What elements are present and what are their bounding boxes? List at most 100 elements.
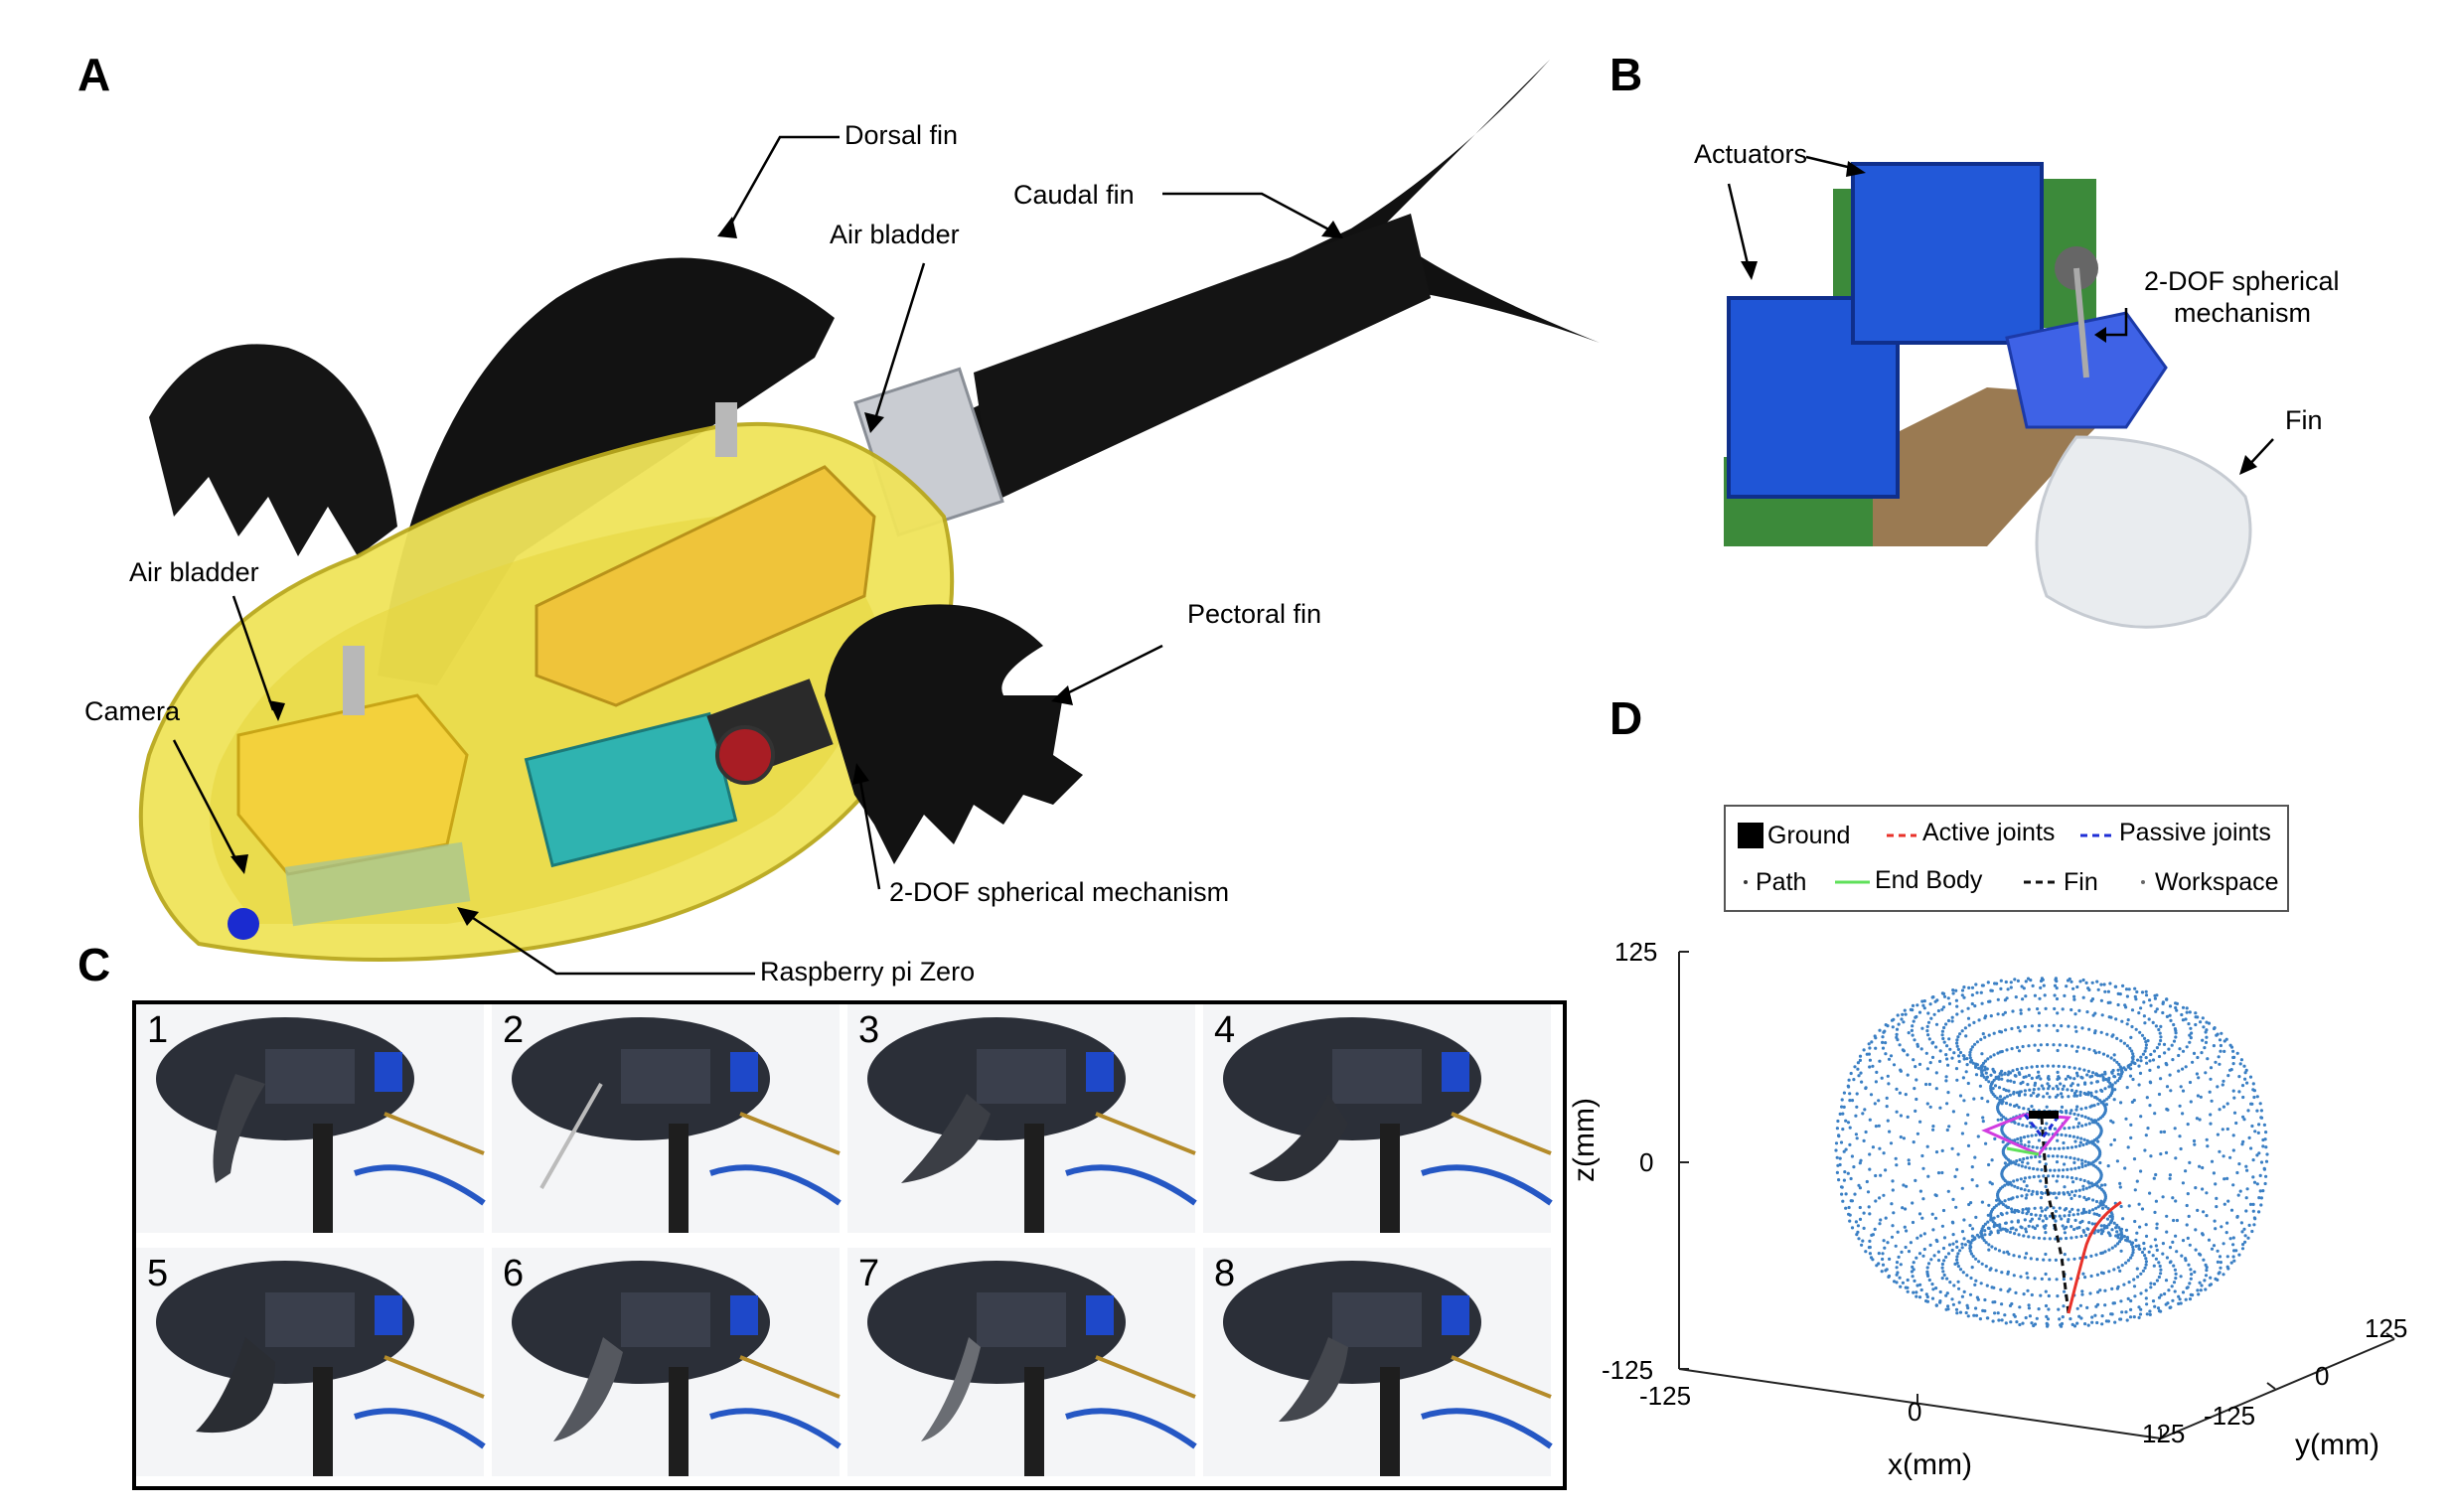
workspace-point bbox=[1973, 1004, 1977, 1008]
workspace-point bbox=[2102, 983, 2106, 986]
workspace-point bbox=[1998, 1225, 2002, 1229]
workspace-point bbox=[1898, 1276, 1902, 1280]
workspace-point bbox=[2003, 1199, 2007, 1203]
workspace-point bbox=[2263, 1137, 2267, 1141]
workspace-point bbox=[2259, 1116, 2263, 1120]
workspace-point bbox=[2259, 1196, 2263, 1200]
workspace-point bbox=[1960, 1242, 1964, 1246]
workspace-point bbox=[2134, 1244, 2138, 1248]
workspace-point bbox=[2085, 1305, 2089, 1309]
workspace-point bbox=[2258, 1173, 2262, 1177]
workspace-point bbox=[2048, 1278, 2052, 1282]
workspace-point bbox=[2016, 1186, 2020, 1190]
workspace-point bbox=[1947, 1125, 1951, 1129]
workspace-point bbox=[1945, 1277, 1949, 1281]
workspace-point bbox=[2033, 1083, 2037, 1087]
workspace-point bbox=[2193, 1270, 2197, 1274]
workspace-point bbox=[1975, 1040, 1979, 1044]
workspace-point bbox=[1984, 1241, 1988, 1245]
workspace-point bbox=[1882, 1239, 1886, 1243]
workspace-point bbox=[2198, 1118, 2202, 1122]
workspace-point bbox=[1895, 1035, 1899, 1039]
workspace-point bbox=[1950, 1019, 1954, 1023]
workspace-point bbox=[1907, 1158, 1911, 1162]
workspace-point bbox=[1966, 1113, 1970, 1117]
workspace-point bbox=[2212, 1171, 2216, 1175]
workspace-point bbox=[2124, 987, 2129, 991]
workspace-point bbox=[2130, 1056, 2134, 1060]
workspace-point bbox=[2184, 1017, 2188, 1021]
workspace-point bbox=[1995, 1096, 1999, 1100]
workspace-point bbox=[2143, 1266, 2147, 1270]
workspace-point bbox=[2116, 1079, 2120, 1083]
workspace-point bbox=[2094, 1144, 2098, 1148]
workspace-point bbox=[2237, 1090, 2241, 1094]
workspace-point bbox=[2245, 1081, 2249, 1085]
workspace-point bbox=[2104, 1103, 2108, 1107]
workspace-point bbox=[2246, 1109, 2250, 1113]
workspace-point bbox=[1915, 1294, 1918, 1298]
workspace-point bbox=[2122, 1235, 2126, 1239]
workspace-point bbox=[2112, 1058, 2116, 1062]
workspace-point bbox=[1913, 1038, 1916, 1042]
workspace-point bbox=[2099, 1030, 2103, 1034]
workspace-point bbox=[1997, 1318, 2001, 1322]
workspace-point bbox=[1925, 1029, 1929, 1033]
workspace-point bbox=[1955, 1255, 1959, 1259]
workspace-point bbox=[1957, 1300, 1961, 1304]
workspace-point bbox=[2181, 1005, 2186, 1009]
workspace-point bbox=[2032, 1236, 2036, 1240]
workspace-point bbox=[2029, 1155, 2034, 1159]
workspace-point bbox=[1878, 1146, 1882, 1150]
workspace-point bbox=[2125, 1044, 2129, 1048]
workspace-point bbox=[1902, 1183, 1906, 1187]
workspace-point bbox=[1997, 1086, 2002, 1090]
workspace-point bbox=[1912, 1268, 1916, 1272]
workspace-point bbox=[2004, 980, 2008, 984]
workspace-point bbox=[1980, 1052, 1984, 1056]
workspace-point bbox=[2140, 990, 2145, 994]
workspace-point bbox=[2025, 1272, 2029, 1276]
workspace-point bbox=[2228, 1155, 2232, 1159]
workspace-point bbox=[2047, 1154, 2051, 1158]
workspace-point bbox=[2163, 1051, 2167, 1055]
workspace-point bbox=[2156, 1306, 2161, 1310]
workspace-point bbox=[2083, 1115, 2087, 1119]
workspace-point bbox=[2175, 1008, 2179, 1012]
workspace-point bbox=[1968, 1249, 1972, 1253]
workspace-point bbox=[2020, 1226, 2024, 1230]
workspace-point bbox=[1892, 1063, 1897, 1067]
workspace-point bbox=[2222, 1154, 2225, 1158]
x-axis-line bbox=[1678, 1368, 2162, 1439]
workspace-point bbox=[2159, 1024, 2163, 1028]
workspace-point bbox=[2037, 1070, 2041, 1074]
workspace-point bbox=[2025, 1252, 2029, 1256]
workspace-point bbox=[2130, 1253, 2134, 1257]
workspace-point bbox=[2131, 1248, 2135, 1252]
workspace-point bbox=[2226, 1199, 2230, 1203]
workspace-point bbox=[1955, 1044, 1959, 1048]
workspace-point bbox=[2218, 1149, 2222, 1153]
workspace-point bbox=[2225, 1265, 2229, 1269]
workspace-point bbox=[2145, 1096, 2149, 1100]
workspace-point bbox=[2063, 1127, 2067, 1131]
workspace-point bbox=[1945, 1291, 1949, 1295]
workspace-point bbox=[2116, 1002, 2120, 1007]
workspace-point bbox=[2265, 1152, 2269, 1156]
workspace-point bbox=[2069, 1089, 2074, 1093]
workspace-point bbox=[1871, 1145, 1875, 1149]
workspace-point bbox=[2126, 1064, 2130, 1068]
workspace-point bbox=[1944, 1079, 1948, 1083]
workspace-point bbox=[1862, 1226, 1866, 1230]
workspace-point bbox=[1995, 1223, 1999, 1228]
workspace-point bbox=[2161, 1000, 2165, 1004]
workspace-point bbox=[2009, 1320, 2013, 1324]
workspace-point bbox=[1989, 1014, 1993, 1018]
workspace-point bbox=[2138, 1247, 2142, 1251]
workspace-point bbox=[2053, 1146, 2057, 1150]
workspace-point bbox=[2082, 1178, 2086, 1183]
workspace-point bbox=[1997, 1202, 2001, 1206]
workspace-point bbox=[2047, 1293, 2051, 1298]
workspace-point bbox=[2235, 1051, 2239, 1055]
workspace-point bbox=[1874, 1036, 1878, 1040]
